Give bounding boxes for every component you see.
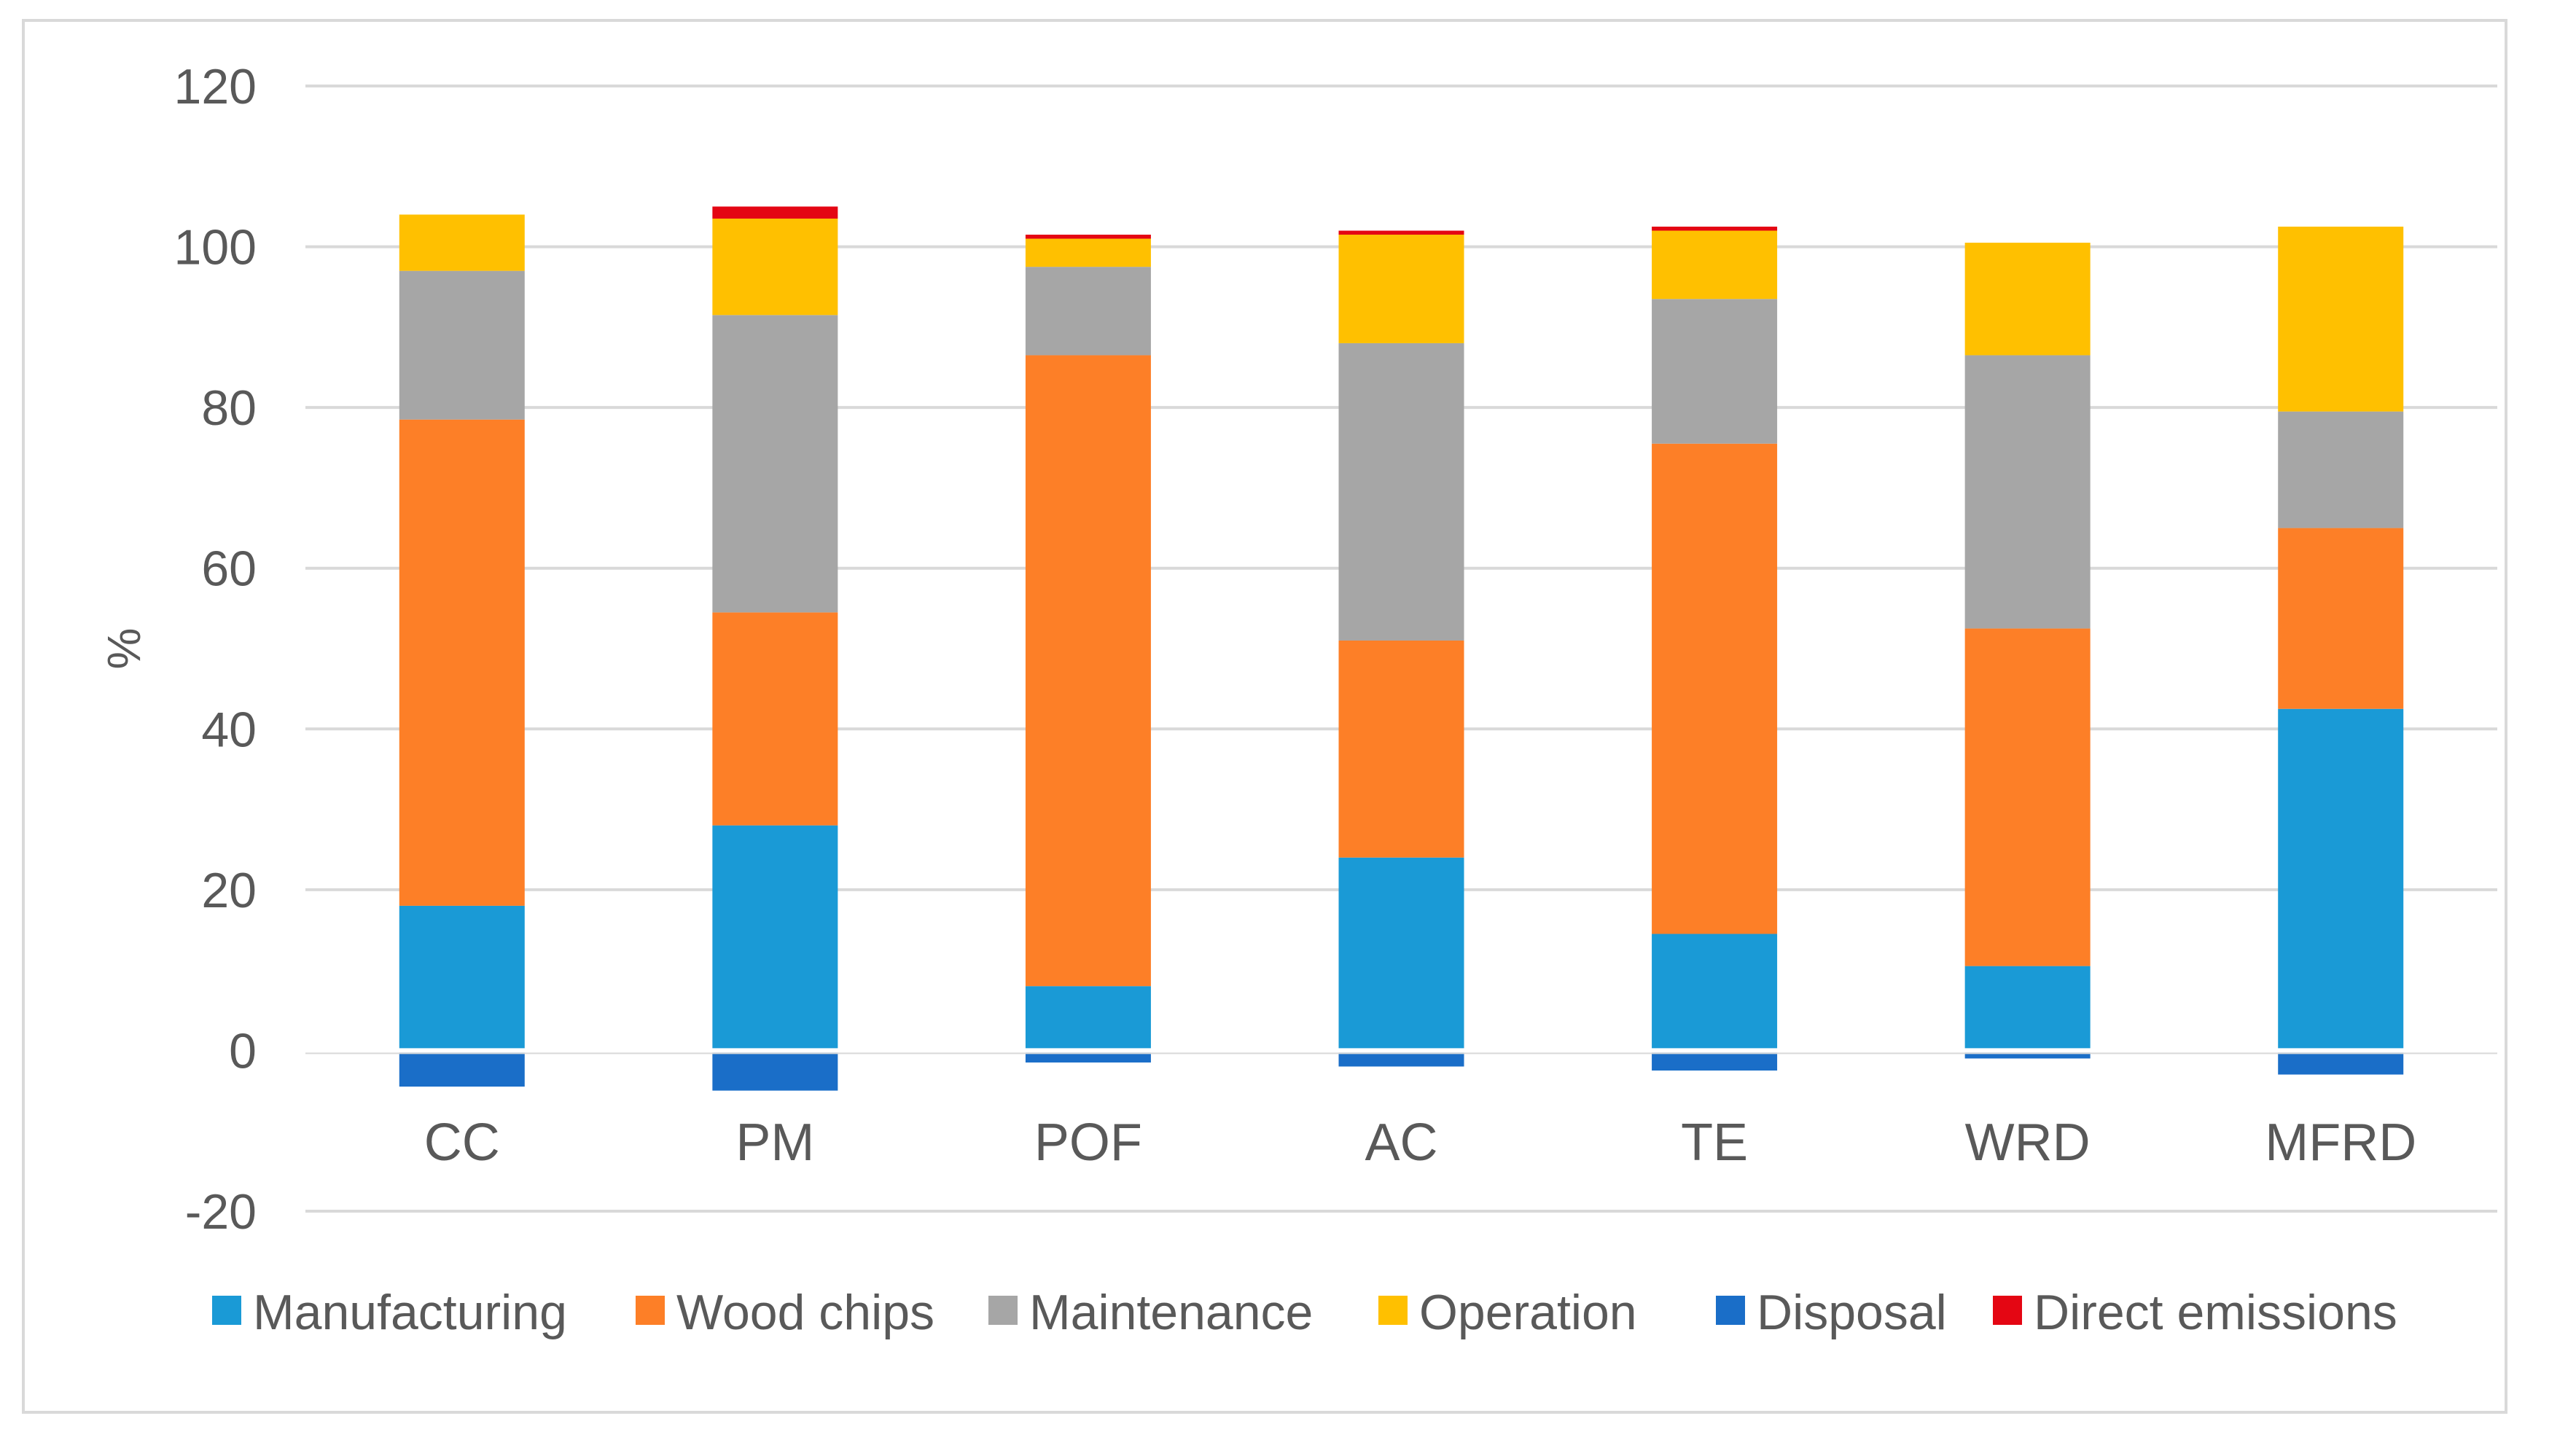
bar-pm-wood-chips (712, 612, 838, 826)
legend-item: Operation (1378, 1285, 1637, 1340)
bar-te-wood-chips (1652, 443, 1778, 934)
y-tick-label: 60 (201, 541, 257, 597)
legend-label: Wood chips (676, 1285, 934, 1340)
bar-pm-operation (712, 218, 838, 316)
category-label: PM (735, 1114, 814, 1172)
bar-ac-manufacturing (1338, 857, 1464, 1051)
legend-label: Operation (1419, 1285, 1637, 1340)
bar-cc-maintenance (399, 270, 525, 420)
legend-swatch (212, 1296, 241, 1325)
legend-item: Wood chips (636, 1285, 934, 1340)
legend-swatch (1993, 1296, 2022, 1325)
legend-swatch (1378, 1296, 1408, 1325)
bar-te-manufacturing (1652, 934, 1778, 1051)
category-label: TE (1681, 1114, 1748, 1172)
bar-wrd-manufacturing (1964, 966, 2091, 1051)
bar-cc-wood-chips (399, 419, 525, 906)
bar-pof-wood-chips (1025, 355, 1151, 987)
zero-axis (305, 1048, 2497, 1054)
category-label: WRD (1965, 1114, 2091, 1172)
legend-swatch (988, 1296, 1018, 1325)
bar-wrd-disposal (1964, 1050, 2091, 1059)
bar-mfrd-maintenance (2278, 411, 2404, 528)
bar-te-operation (1652, 230, 1778, 300)
bars (399, 206, 2404, 1091)
y-axis-label: % (98, 628, 150, 670)
y-tick-label: -20 (185, 1184, 257, 1240)
y-tick-label: 20 (201, 863, 257, 918)
bar-wrd-wood-chips (1964, 628, 2091, 966)
y-tick-label: 120 (174, 59, 257, 114)
bar-ac-maintenance (1338, 343, 1464, 641)
bar-wrd-maintenance (1964, 355, 2091, 629)
bar-mfrd-wood-chips (2278, 528, 2404, 709)
bar-pm-manufacturing (712, 825, 838, 1051)
legend-item: Direct emissions (1993, 1285, 2397, 1340)
legend-label: Disposal (1757, 1285, 1947, 1340)
bar-pm-direct-emissions (712, 206, 838, 219)
legend-item: Disposal (1716, 1285, 1947, 1340)
bar-ac-disposal (1338, 1050, 1464, 1067)
bar-cc-operation (399, 214, 525, 271)
category-label: AC (1365, 1114, 1437, 1172)
legend-label: Manufacturing (253, 1285, 567, 1340)
category-labels: CC PM POF AC TE WRD MFRD (424, 1114, 2416, 1172)
legend-swatch (1716, 1296, 1745, 1325)
y-tick-label: 100 (174, 220, 257, 275)
y-tick-label: 80 (201, 380, 257, 436)
legend-swatch (636, 1296, 665, 1325)
bar-ac-wood-chips (1338, 640, 1464, 858)
y-tick-labels: 120 100 80 60 40 20 0 -20 (174, 59, 257, 1240)
legend-item: Manufacturing (212, 1285, 567, 1340)
category-label: MFRD (2265, 1114, 2416, 1172)
bar-ac-operation (1338, 235, 1464, 343)
y-tick-label: 0 (229, 1023, 257, 1079)
bar-te-maintenance (1652, 299, 1778, 444)
bar-pof-maintenance (1025, 267, 1151, 356)
legend-label: Direct emissions (2034, 1285, 2397, 1340)
legend-label: Maintenance (1029, 1285, 1313, 1340)
y-tick-label: 40 (201, 702, 257, 757)
category-label: POF (1034, 1114, 1142, 1172)
bar-cc-disposal (399, 1050, 525, 1087)
bar-pof-manufacturing (1025, 986, 1151, 1051)
bar-pof-operation (1025, 238, 1151, 267)
bar-te-direct-emissions (1652, 227, 1778, 231)
bar-pm-disposal (712, 1050, 838, 1091)
bar-pm-maintenance (712, 315, 838, 613)
bar-wrd-operation (1964, 243, 2091, 356)
bar-cc-manufacturing (399, 905, 525, 1051)
bar-ac-direct-emissions (1338, 230, 1464, 235)
category-label: CC (424, 1114, 500, 1172)
chart-frame: 120 100 80 60 40 20 0 -20 CC PM POF AC TE WRD MFRD % … (22, 19, 2507, 1414)
bar-mfrd-operation (2278, 227, 2404, 412)
legend: Manufacturing Wood chips Maintenance Operat… (212, 1285, 2397, 1340)
legend-item: Maintenance (988, 1285, 1313, 1340)
bar-mfrd-disposal (2278, 1050, 2404, 1075)
bar-mfrd-manufacturing (2278, 708, 2404, 1051)
bar-pof-direct-emissions (1025, 235, 1151, 239)
